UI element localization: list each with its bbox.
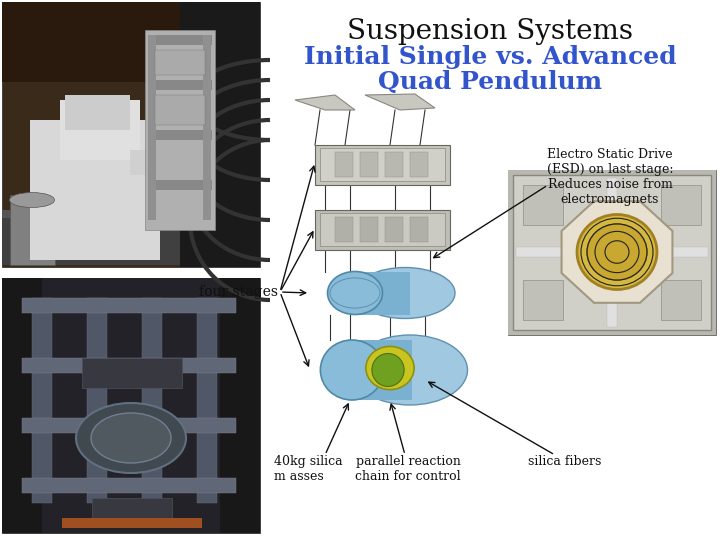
Bar (516, 247, 708, 257)
Polygon shape (562, 201, 672, 303)
Bar (523, 280, 563, 320)
Bar (10, 195, 55, 265)
Bar (92, 498, 172, 523)
Bar (142, 298, 162, 503)
Bar (87, 298, 107, 503)
Text: silica fibers: silica fibers (528, 455, 602, 468)
Bar (148, 35, 212, 45)
Bar (148, 180, 212, 190)
Bar (148, 35, 156, 220)
Bar (148, 130, 212, 140)
Bar (22, 418, 236, 433)
Polygon shape (295, 95, 355, 110)
Bar (220, 278, 260, 533)
Ellipse shape (366, 346, 414, 389)
Bar (2, 210, 180, 218)
Bar (352, 340, 412, 400)
Ellipse shape (577, 214, 657, 289)
Bar (180, 2, 260, 267)
Bar (508, 170, 716, 335)
Text: parallel reaction
chain for control: parallel reaction chain for control (355, 455, 461, 483)
Ellipse shape (320, 340, 384, 400)
Bar (22, 478, 236, 493)
Text: Electro Static Drive
(ESD) on last stage:
Reduces noise from
electromagnets: Electro Static Drive (ESD) on last stage… (546, 148, 673, 206)
Ellipse shape (372, 354, 404, 387)
Bar (62, 518, 202, 528)
Bar (2, 278, 260, 533)
Ellipse shape (91, 413, 171, 463)
Bar (2, 278, 260, 533)
Ellipse shape (328, 272, 382, 314)
Bar (320, 213, 445, 246)
Bar (155, 160, 185, 180)
Ellipse shape (9, 192, 55, 207)
Bar (315, 145, 450, 185)
Bar (385, 217, 403, 242)
Bar (410, 152, 428, 177)
Bar (2, 278, 42, 533)
Bar (385, 152, 403, 177)
Ellipse shape (76, 403, 186, 473)
Polygon shape (365, 94, 435, 110)
Bar (360, 152, 378, 177)
Bar (203, 35, 211, 220)
Text: four stages: four stages (199, 285, 278, 299)
Bar (30, 120, 160, 260)
Bar (320, 148, 445, 181)
Bar (410, 217, 428, 242)
Ellipse shape (587, 224, 647, 280)
Bar (2, 2, 260, 267)
Bar (155, 95, 205, 125)
Bar (607, 178, 617, 327)
Bar (2, 210, 180, 265)
Bar (22, 298, 236, 313)
Bar (661, 280, 701, 320)
Text: Suspension Systems: Suspension Systems (347, 18, 633, 45)
Bar (661, 185, 701, 225)
Bar (155, 50, 205, 75)
Bar (2, 2, 260, 82)
Bar (82, 358, 182, 388)
Bar (513, 175, 711, 330)
Bar (315, 210, 450, 250)
Bar (197, 298, 217, 503)
Text: Quad Pendulum: Quad Pendulum (378, 70, 602, 94)
Text: 40kg silica
m asses: 40kg silica m asses (274, 455, 342, 483)
Bar (145, 30, 215, 230)
Bar (335, 217, 353, 242)
Bar (32, 298, 52, 503)
Bar (60, 100, 140, 160)
Bar (148, 80, 212, 90)
Bar (22, 358, 236, 373)
Bar (355, 272, 410, 315)
Ellipse shape (355, 267, 455, 319)
Bar (130, 150, 200, 175)
Text: Initial Single vs. Advanced: Initial Single vs. Advanced (304, 45, 676, 69)
Bar (523, 185, 563, 225)
Bar (335, 152, 353, 177)
Bar (360, 217, 378, 242)
Bar (508, 170, 716, 335)
Ellipse shape (353, 335, 467, 405)
Bar (65, 95, 130, 130)
